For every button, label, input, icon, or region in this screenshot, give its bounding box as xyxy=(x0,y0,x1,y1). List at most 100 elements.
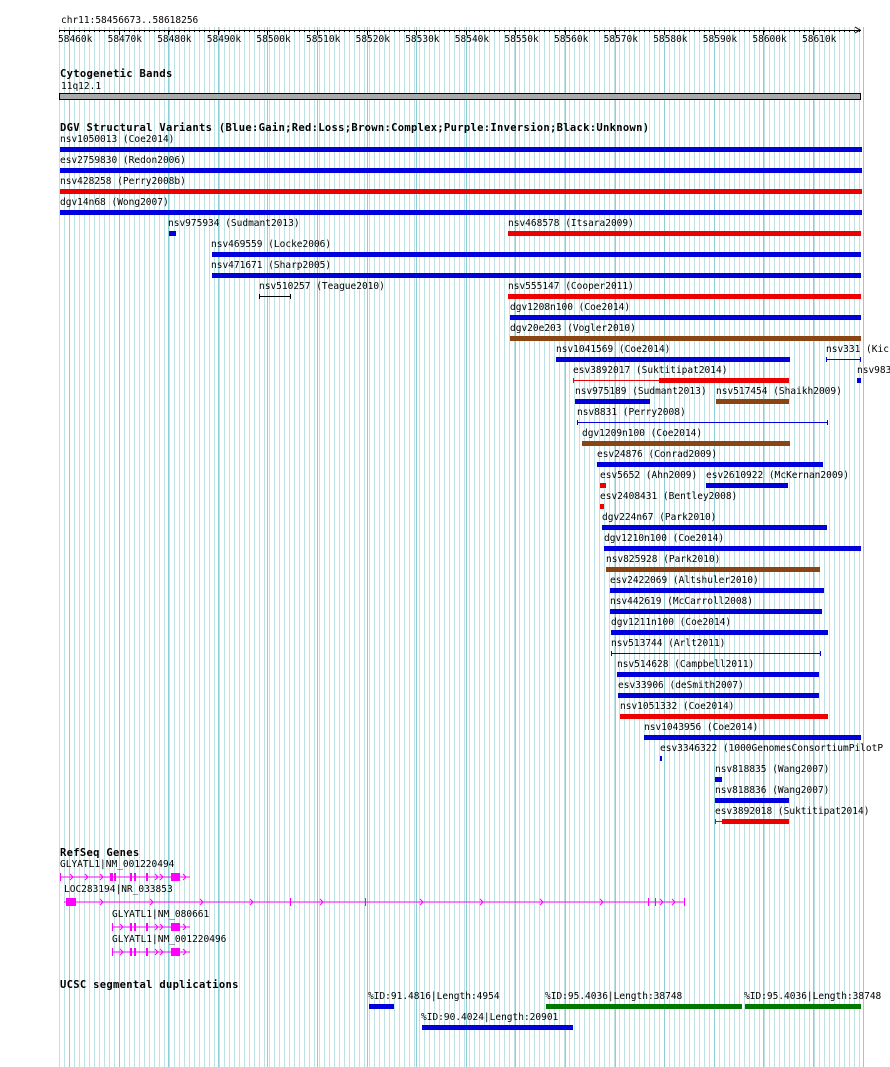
ruler-minor-tick xyxy=(529,30,530,32)
ruler-minor-tick xyxy=(639,30,640,32)
dgv-feature-bar[interactable] xyxy=(259,296,291,297)
dgv-feature-bar[interactable] xyxy=(212,273,861,278)
ruler-minor-tick xyxy=(139,30,140,32)
refseq-strand-arrow xyxy=(99,898,104,906)
dgv-feature-bar[interactable] xyxy=(577,422,828,423)
dgv-feature-end xyxy=(827,420,828,425)
refseq-exon[interactable] xyxy=(66,898,76,906)
dgv-feature-bar[interactable] xyxy=(597,462,823,467)
dgv-feature-bar[interactable] xyxy=(60,168,862,173)
segdup-feature-bar[interactable] xyxy=(745,1004,861,1009)
refseq-strand-arrow xyxy=(249,898,254,906)
ruler-minor-tick xyxy=(619,30,620,32)
refseq-exon[interactable] xyxy=(146,948,148,956)
segdup-feature-bar[interactable] xyxy=(546,1004,742,1009)
refseq-strand-arrow xyxy=(159,923,164,931)
refseq-exon[interactable] xyxy=(110,873,113,881)
dgv-feature-bar[interactable] xyxy=(600,504,604,509)
ruler-tick-label: 58560k xyxy=(554,34,589,45)
dgv-feature-bar[interactable] xyxy=(857,378,861,383)
cytoband-bar[interactable] xyxy=(59,93,861,100)
dgv-feature-block[interactable] xyxy=(722,819,789,824)
refseq-strand-arrow xyxy=(149,898,154,906)
refseq-exon[interactable] xyxy=(60,873,61,881)
dgv-feature-bar[interactable] xyxy=(602,525,827,530)
dgv-feature-bar[interactable] xyxy=(60,210,862,215)
dgv-feature-bar[interactable] xyxy=(508,294,861,299)
dgv-feature-bar[interactable] xyxy=(706,483,788,488)
refseq-gene-label[interactable]: GLYATL1|NM_001220494 xyxy=(60,859,175,870)
dgv-feature-label: nsv1050013 (Coe2014) xyxy=(60,134,175,145)
segdup-feature-bar[interactable] xyxy=(369,1004,394,1009)
ruler-minor-tick xyxy=(384,30,385,32)
refseq-exon[interactable] xyxy=(130,923,132,931)
dgv-feature-bar[interactable] xyxy=(715,821,723,822)
refseq-exon[interactable] xyxy=(171,948,180,956)
refseq-exon[interactable] xyxy=(130,873,132,881)
cytoband-label: 11q12.1 xyxy=(61,81,102,92)
refseq-exon[interactable] xyxy=(112,948,113,956)
ruler-minor-tick xyxy=(739,30,740,32)
dgv-feature-bar[interactable] xyxy=(556,357,790,362)
refseq-exon[interactable] xyxy=(134,873,136,881)
refseq-exon[interactable] xyxy=(648,898,649,906)
dgv-feature-bar[interactable] xyxy=(610,588,824,593)
dgv-feature-bar[interactable] xyxy=(660,756,662,761)
dgv-feature-bar[interactable] xyxy=(582,441,790,446)
dgv-feature-bar[interactable] xyxy=(606,567,820,572)
refseq-exon[interactable] xyxy=(134,948,136,956)
ruler-minor-tick xyxy=(104,30,105,32)
refseq-exon[interactable] xyxy=(171,923,180,931)
refseq-exon[interactable] xyxy=(130,948,132,956)
refseq-gene-label[interactable]: GLYATL1|NM_080661 xyxy=(112,909,210,920)
refseq-exon[interactable] xyxy=(365,898,366,906)
dgv-feature-bar[interactable] xyxy=(212,252,861,257)
dgv-feature-bar[interactable] xyxy=(610,609,822,614)
ruler-tick xyxy=(664,30,666,35)
dgv-feature-bar[interactable] xyxy=(604,546,861,551)
refseq-exon[interactable] xyxy=(146,923,148,931)
dgv-feature-bar[interactable] xyxy=(611,630,828,635)
ruler-minor-tick xyxy=(159,30,160,32)
ruler-minor-tick xyxy=(94,30,95,32)
refseq-gene-label[interactable]: LOC283194|NR_033853 xyxy=(64,884,173,895)
refseq-exon[interactable] xyxy=(146,873,148,881)
refseq-exon[interactable] xyxy=(112,923,113,931)
ruler-minor-tick xyxy=(509,30,510,32)
ruler-minor-tick xyxy=(299,30,300,32)
dgv-feature-bar[interactable] xyxy=(618,693,819,698)
ruler-minor-tick xyxy=(399,30,400,32)
ruler-minor-tick xyxy=(694,30,695,32)
dgv-feature-bar[interactable] xyxy=(644,735,861,740)
dgv-feature-bar[interactable] xyxy=(826,359,861,360)
dgv-feature-bar[interactable] xyxy=(169,231,176,236)
dgv-feature-block[interactable] xyxy=(659,378,789,383)
segdup-feature-bar[interactable] xyxy=(422,1025,573,1030)
dgv-feature-bar[interactable] xyxy=(600,483,606,488)
dgv-feature-bar[interactable] xyxy=(715,798,789,803)
ruler-tick xyxy=(416,30,418,35)
dgv-feature-bar[interactable] xyxy=(715,777,722,782)
dgv-feature-label: esv5652 (Ahn2009) xyxy=(600,470,698,481)
dgv-feature-bar[interactable] xyxy=(575,399,650,404)
ruler-minor-tick xyxy=(294,30,295,32)
refseq-exon[interactable] xyxy=(171,873,180,881)
dgv-feature-bar[interactable] xyxy=(510,315,861,320)
refseq-gene-label[interactable]: GLYATL1|NM_001220496 xyxy=(112,934,227,945)
dgv-feature-bar[interactable] xyxy=(716,399,789,404)
ruler-minor-tick xyxy=(764,30,765,32)
dgv-feature-bar[interactable] xyxy=(617,672,819,677)
ruler-minor-tick xyxy=(524,30,525,32)
refseq-exon[interactable] xyxy=(684,898,685,906)
dgv-feature-bar[interactable] xyxy=(508,231,861,236)
refseq-exon[interactable] xyxy=(114,873,116,881)
refseq-exon[interactable] xyxy=(655,898,656,906)
dgv-feature-bar[interactable] xyxy=(620,714,828,719)
refseq-exon[interactable] xyxy=(290,898,291,906)
dgv-feature-bar[interactable] xyxy=(60,147,862,152)
dgv-feature-bar[interactable] xyxy=(611,653,821,654)
dgv-feature-bar[interactable] xyxy=(510,336,861,341)
dgv-feature-bar[interactable] xyxy=(60,189,862,194)
refseq-exon[interactable] xyxy=(134,923,136,931)
